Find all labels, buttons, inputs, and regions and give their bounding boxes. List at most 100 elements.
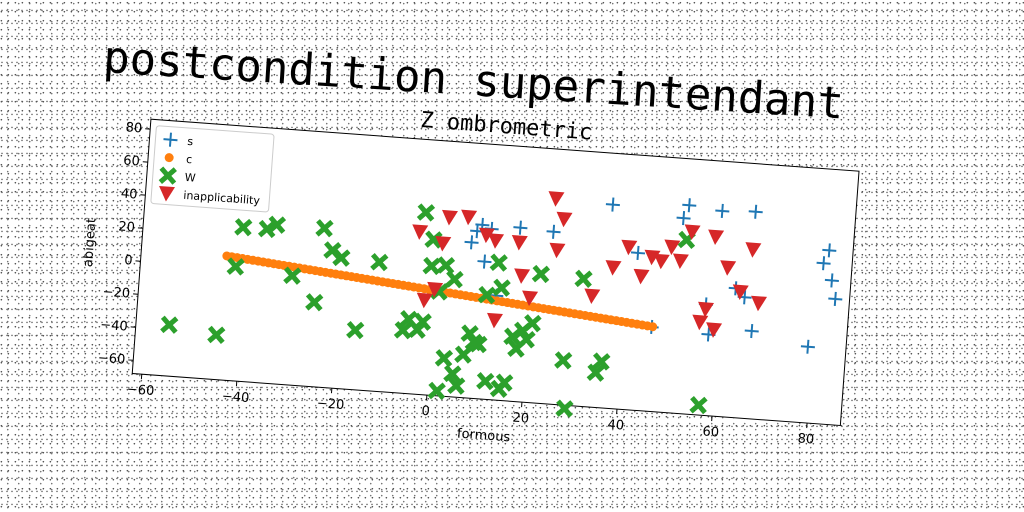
data-point xyxy=(574,269,593,288)
x-tick-label: 20 xyxy=(512,411,530,427)
data-point xyxy=(682,198,697,213)
data-point xyxy=(434,349,454,368)
y-tick-label: 40 xyxy=(120,186,138,202)
data-point xyxy=(689,396,708,415)
data-point xyxy=(454,345,473,364)
data-point xyxy=(207,325,226,344)
data-point xyxy=(422,256,441,276)
data-point xyxy=(370,253,389,272)
data-point xyxy=(427,381,446,401)
data-point xyxy=(744,323,759,339)
data-point xyxy=(514,268,531,284)
data-point xyxy=(442,209,458,226)
legend-label: W xyxy=(184,171,196,185)
data-point xyxy=(522,290,539,307)
x-tick-label: 0 xyxy=(421,404,430,420)
series-1 xyxy=(222,251,658,332)
plot-area: −60 −40 −20 0 20 40 60 80 −60 −40 −20 0 20 40 60 80 xyxy=(97,118,860,448)
data-point xyxy=(706,322,723,338)
chart: Z ombrometric −60 −40 −20 0 20 40 60 80 −60 −40 −2… xyxy=(58,76,881,484)
data-point xyxy=(315,219,334,238)
data-point xyxy=(476,372,495,391)
y-tick-label: 60 xyxy=(123,153,141,169)
legend-marker xyxy=(158,166,177,185)
data-point xyxy=(633,268,650,285)
chart-title: Z ombrometric xyxy=(420,108,594,146)
data-point xyxy=(517,330,536,349)
data-point xyxy=(416,292,433,309)
data-point xyxy=(605,260,622,276)
data-point xyxy=(424,230,443,249)
data-point xyxy=(435,236,452,252)
data-point xyxy=(445,270,464,289)
data-point xyxy=(413,312,432,331)
data-point xyxy=(732,284,749,300)
data-point xyxy=(531,264,551,284)
data-point xyxy=(477,285,496,305)
data-point xyxy=(488,233,505,249)
data-point xyxy=(447,376,466,395)
data-point xyxy=(676,211,691,226)
data-point xyxy=(592,352,611,371)
data-point xyxy=(720,260,737,276)
series-3 xyxy=(412,191,768,338)
x-tick-label: −40 xyxy=(221,389,249,406)
legend-marker xyxy=(164,153,174,163)
data-point xyxy=(648,322,658,332)
data-point xyxy=(412,224,429,240)
data-point xyxy=(586,363,605,382)
data-point xyxy=(684,224,701,240)
data-point xyxy=(489,253,508,272)
data-point xyxy=(630,245,646,260)
data-point xyxy=(745,242,762,258)
data-point xyxy=(748,204,763,219)
data-point xyxy=(393,321,413,340)
data-point xyxy=(226,257,245,276)
legend-box xyxy=(150,125,275,213)
data-point xyxy=(436,256,456,275)
y-tick-label: −60 xyxy=(97,351,125,368)
x-tick-label: 80 xyxy=(797,431,815,447)
data-point xyxy=(469,335,488,354)
data-point xyxy=(549,242,566,259)
data-point xyxy=(621,239,638,256)
data-point xyxy=(332,248,351,267)
series-2 xyxy=(160,203,708,418)
data-point xyxy=(692,314,709,331)
data-point xyxy=(267,215,287,234)
data-point xyxy=(672,253,689,270)
x-tick-label: −20 xyxy=(316,396,344,413)
data-point xyxy=(305,293,324,312)
data-point xyxy=(828,291,843,307)
legend-label: inapplicability xyxy=(183,189,261,208)
data-point xyxy=(523,314,542,333)
legend-marker xyxy=(163,132,178,147)
data-point xyxy=(554,351,573,370)
y-tick-label: −20 xyxy=(102,285,130,302)
data-point xyxy=(546,224,561,239)
y-tick-label: −40 xyxy=(100,318,128,335)
data-point xyxy=(824,273,839,288)
data-point xyxy=(478,227,495,244)
data-point xyxy=(464,235,479,250)
data-point xyxy=(644,249,661,266)
data-point xyxy=(487,312,503,329)
data-point xyxy=(427,281,444,298)
data-point xyxy=(283,266,302,285)
data-point xyxy=(160,315,179,334)
legend-label: c xyxy=(186,153,193,166)
data-point xyxy=(548,191,565,207)
x-axis-label: formous xyxy=(456,426,510,445)
data-point xyxy=(461,209,478,226)
data-point xyxy=(257,219,277,239)
x-tick-label: 40 xyxy=(607,417,625,433)
x-tick-label: 60 xyxy=(702,424,720,440)
data-point xyxy=(664,239,681,256)
data-point xyxy=(822,243,837,258)
data-point xyxy=(605,197,620,212)
y-tick-label: 80 xyxy=(125,120,143,136)
data-point xyxy=(443,364,462,383)
data-point xyxy=(653,253,670,270)
data-point xyxy=(416,203,436,222)
